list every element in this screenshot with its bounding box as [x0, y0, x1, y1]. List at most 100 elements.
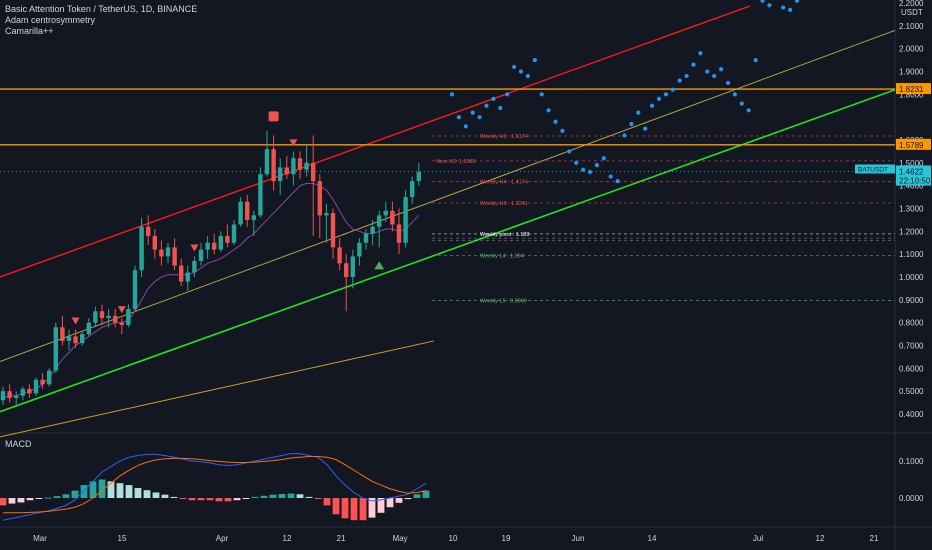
macd-histogram-bar — [116, 483, 124, 498]
projection-dot — [698, 51, 703, 56]
projection-dot — [546, 108, 551, 113]
projection-dot — [456, 115, 461, 120]
short-ema-line — [2, 182, 420, 399]
projection-dot — [615, 179, 620, 184]
macd-histogram-bar — [350, 498, 358, 521]
time-tick-label: 12 — [816, 534, 825, 543]
projection-dot — [498, 105, 503, 111]
price-tick-label: 0.6000 — [899, 364, 924, 373]
projection-dot — [691, 62, 696, 67]
candle-body — [146, 226, 151, 236]
candle-body — [172, 247, 177, 266]
macd-histogram-bar — [197, 498, 205, 501]
candle-body — [179, 265, 184, 282]
macd-histogram-bar — [134, 488, 142, 498]
projection-dot — [670, 87, 675, 92]
sell-signal-marker — [190, 244, 199, 252]
projection-dot — [463, 124, 468, 129]
candle-body — [66, 336, 72, 341]
macd-histogram-bar — [269, 494, 277, 498]
candle-body — [291, 158, 296, 175]
candle-body — [245, 201, 250, 220]
projection-dot — [712, 73, 717, 79]
macd-histogram-bar — [305, 496, 313, 498]
macd-histogram-bar — [368, 498, 376, 518]
candle-body — [27, 388, 32, 394]
candle-body — [251, 215, 256, 220]
price-tick-label: 0.4000 — [899, 410, 924, 419]
candle-body — [93, 311, 98, 323]
camarilla-level-label: Weekly H5 : 1.6174 — [480, 134, 528, 140]
projection-dot — [663, 92, 669, 97]
macd-histogram-bar — [422, 490, 430, 498]
candle-body — [278, 167, 283, 182]
candle-body — [0, 391, 6, 401]
candle-body — [258, 174, 263, 216]
candle-body — [80, 334, 85, 344]
candle-body — [264, 149, 270, 175]
candle-body — [152, 235, 157, 250]
candle-body — [198, 249, 204, 262]
macd-histogram-bar — [359, 498, 367, 521]
price-tick-label: 1.4000 — [899, 182, 924, 191]
camarilla-level-label: Weekly H3 : 1.3241 — [480, 201, 528, 207]
macd-histogram-bar — [332, 498, 340, 515]
macd-histogram-bar — [386, 498, 394, 508]
projection-dot — [788, 7, 793, 12]
macd-histogram-bar — [224, 498, 232, 502]
candle-body — [73, 336, 78, 344]
candle-body — [370, 226, 375, 234]
candle-body — [284, 167, 289, 175]
macd-histogram-bar — [323, 498, 331, 506]
candle-body — [238, 201, 243, 225]
sell-signal-marker — [289, 139, 298, 147]
price-axis-tag — [896, 138, 931, 150]
candle-body — [271, 149, 276, 182]
symbol-price-tag-label: BATUSDT — [858, 166, 888, 173]
candle-body — [337, 247, 342, 264]
currency-label: USDT — [901, 8, 923, 17]
projection-dot — [518, 69, 524, 74]
macd-histogram-bar — [80, 485, 88, 498]
price-axis-tag-label: 22:10:50 — [899, 177, 931, 186]
projection-dot — [622, 133, 627, 138]
candle-body — [396, 224, 402, 243]
time-tick-label: Apr — [216, 534, 229, 543]
projection-dot — [746, 108, 751, 113]
indicator-label-adam[interactable]: Adam centrosymmetry — [5, 15, 96, 25]
price-tick-label: 1.2000 — [899, 227, 924, 236]
price-tick-label: 1.8000 — [899, 90, 924, 99]
projection-dot — [643, 126, 648, 131]
macd-histogram-bar — [89, 481, 97, 498]
candle-body — [132, 270, 138, 309]
candle-body — [53, 327, 58, 371]
candle-body — [403, 197, 408, 243]
macd-tick-label: 0.1000 — [899, 457, 924, 466]
candle-body — [126, 308, 131, 325]
price-tick-label: 1.3000 — [899, 205, 924, 214]
macd-histogram-bar — [44, 497, 52, 499]
projection-dot — [656, 96, 662, 101]
macd-histogram-bar — [242, 498, 250, 499]
macd-label[interactable]: MACD — [5, 439, 32, 449]
candle-body — [47, 370, 52, 385]
candle-body — [20, 388, 25, 396]
channel-mid-line — [0, 29, 896, 362]
price-tick-label: 2.1000 — [899, 22, 924, 31]
macd-line — [2, 453, 427, 521]
buy-signal-marker — [374, 261, 385, 270]
indicator-label-camarilla[interactable]: Camarilla++ — [5, 26, 54, 36]
price-tick-label: 1.1000 — [899, 250, 924, 259]
price-axis-tag-label: 1.8231 — [899, 85, 924, 94]
projection-dot — [511, 64, 517, 70]
projection-dot — [732, 92, 738, 97]
price-tick-label: 1.0000 — [899, 273, 924, 282]
candle-body — [113, 315, 118, 323]
projection-dot — [725, 80, 731, 86]
camarilla-level-label: Weekly L5 : 0.8969 — [480, 299, 527, 305]
sell-signal-marker — [117, 306, 126, 314]
candle-body — [304, 162, 309, 170]
macd-histogram-bar — [17, 498, 25, 503]
candle-body — [205, 242, 210, 250]
